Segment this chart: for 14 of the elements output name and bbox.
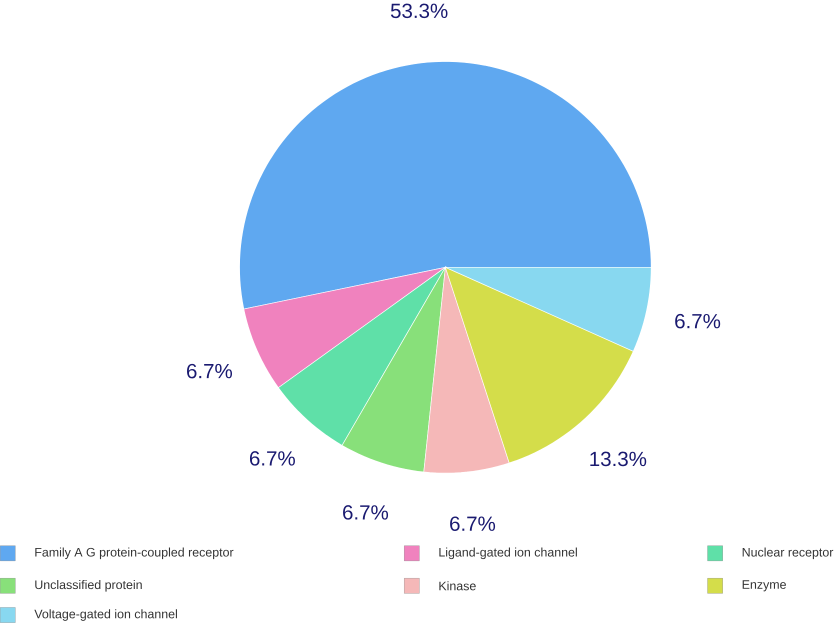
data-label: 6.7% <box>343 504 388 520</box>
data-label: 53.3% <box>390 3 448 18</box>
data-label: 6.7% <box>450 516 496 531</box>
data-label: 6.7% <box>675 314 720 328</box>
legend-label: Family A G protein-coupled receptor <box>35 547 234 559</box>
legend-label: Nuclear receptor <box>742 547 834 559</box>
data-label: 13.3% <box>590 451 646 466</box>
legend-label: Enzyme <box>742 580 786 592</box>
data-label: 6.7% <box>250 450 295 466</box>
legend-label: Kinase <box>439 581 476 590</box>
legend-label: Voltage-gated ion channel <box>34 609 177 621</box>
data-label: 6.7% <box>187 364 232 378</box>
legend-label: Unclassified protein <box>35 580 142 592</box>
legend-label: Ligand-gated ion channel <box>439 547 577 559</box>
